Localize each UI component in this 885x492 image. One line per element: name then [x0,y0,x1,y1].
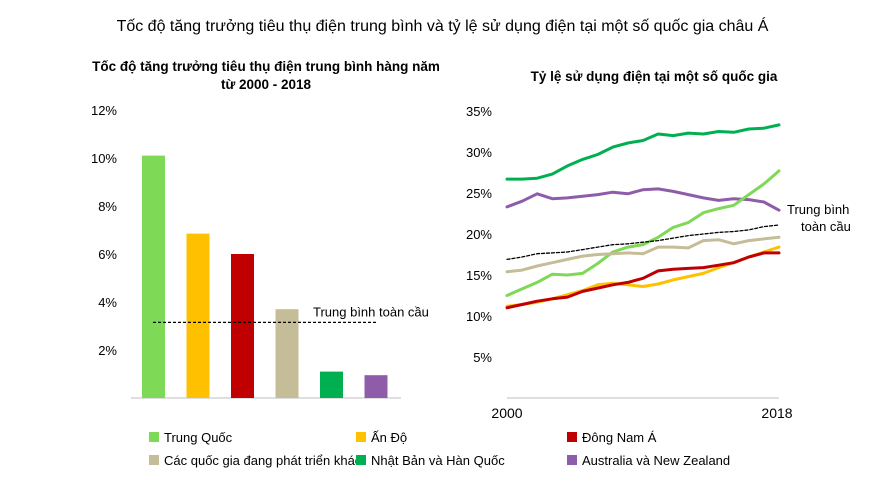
legend-item-japan_korea: Nhật Bản và Hàn Quốc [356,453,505,468]
line-y-tick-label: 30% [466,145,492,160]
line-aus_nz [505,187,781,212]
bar-developing [275,309,299,398]
line-japan_korea [505,123,781,181]
line-y-axis: 5% 10% 15% 20% 25% 30% 35% [466,104,492,365]
legend-label: Ấn Độ [371,430,407,445]
bar-chart-title-line2: từ 2000 - 2018 [221,77,312,92]
legend-swatch [149,432,159,442]
legend-item-india: Ấn Độ [356,430,407,445]
line-x-tick-start: 2000 [491,405,522,421]
bar-japan_korea [320,371,343,398]
line-y-tick-label: 15% [466,268,492,283]
line-y-tick-label: 35% [466,104,492,119]
line-chart-title: Tỷ lệ sử dụng điện tại một số quốc gia [531,69,778,84]
global-average-annotation-line2: toàn cầu [801,219,851,234]
line-y-tick-label: 25% [466,186,492,201]
legend-swatch [567,432,577,442]
legend-label: Australia và New Zealand [582,453,730,468]
line-global [506,224,780,261]
global-average-annotation-line1: Trung bình [787,202,849,217]
legend-label: Đông Nam Á [582,430,657,445]
legend-label: Các quốc gia đang phát triển khác [164,453,362,468]
legend-item-sea: Đông Nam Á [567,430,657,445]
bar-india [186,233,210,398]
bar-aus_nz [364,375,388,398]
bar-china [142,155,165,398]
line-sea [505,251,781,310]
legend-item-developing: Các quốc gia đang phát triển khác [149,453,362,468]
line-series [505,123,781,310]
bar-chart-title-line1: Tốc độ tăng trưởng tiêu thụ điện trung b… [92,59,440,74]
line-developing [505,235,781,274]
legend-swatch [356,455,366,465]
line-y-tick-label: 5% [473,350,492,365]
main-title: Tốc độ tăng trưởng tiêu thụ điện trung b… [116,18,769,35]
bar-y-axis: 2% 4% 6% 8% 10% 12% [91,103,117,358]
bar-y-tick-label: 4% [98,295,117,310]
line-x-tick-end: 2018 [761,405,792,421]
legend-swatch [567,455,577,465]
bar-series [142,155,388,398]
bar-sea [231,254,254,398]
line-y-tick-label: 20% [466,227,492,242]
bar-y-tick-label: 8% [98,199,117,214]
bar-chart: Tốc độ tăng trưởng tiêu thụ điện trung b… [91,59,440,399]
legend-label: Nhật Bản và Hàn Quốc [371,453,505,468]
legend-swatch [149,455,159,465]
legend-item-aus_nz: Australia và New Zealand [567,453,730,468]
bar-y-tick-label: 10% [91,151,117,166]
line-china [505,169,781,297]
bar-y-tick-label: 2% [98,343,117,358]
legend-item-china: Trung Quốc [149,430,233,445]
legend: Trung Quốc Ấn Độ Đông Nam Á Các quốc gia đa… [149,430,730,468]
bar-y-tick-label: 12% [91,103,117,118]
line-chart: Tỷ lệ sử dụng điện tại một số quốc gia 5… [466,69,851,421]
bar-y-tick-label: 6% [98,247,117,262]
legend-swatch [356,432,366,442]
line-y-tick-label: 10% [466,309,492,324]
legend-label: Trung Quốc [164,430,233,445]
global-average-reference-label: Trung bình toàn cầu [313,304,429,319]
